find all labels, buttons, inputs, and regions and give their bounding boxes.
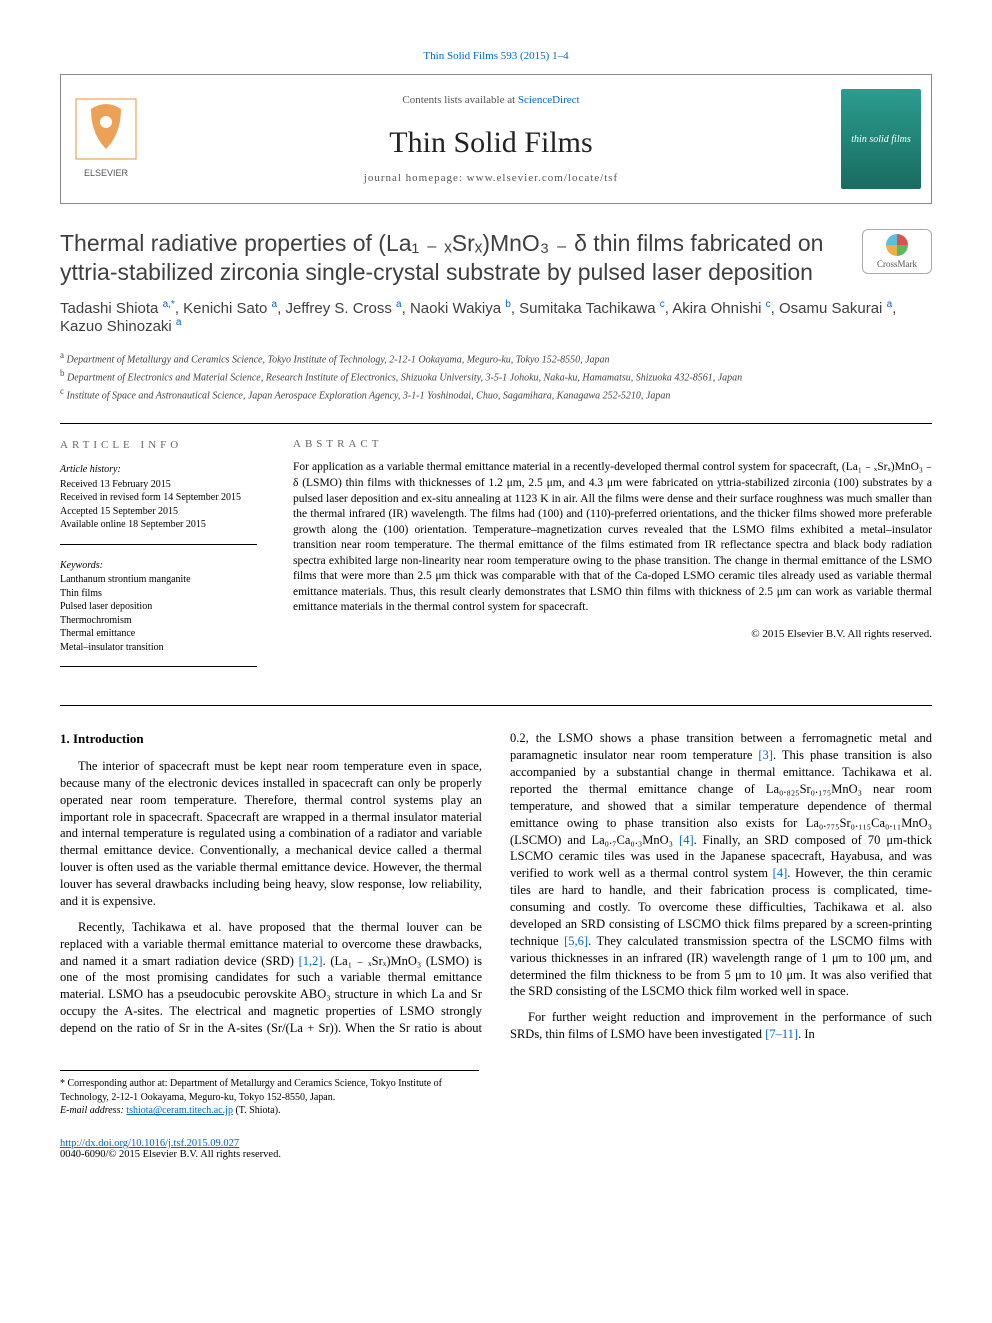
mid-divider [60,705,932,706]
doi-block: http://dx.doi.org/10.1016/j.tsf.2015.09.… [60,1138,932,1160]
article-history-block: Article history: Received 13 February 20… [60,463,257,545]
title-row: Thermal radiative properties of (La₁ ₋ ₓ… [60,229,932,287]
contents-line: Contents lists available at ScienceDirec… [151,94,831,106]
keyword: Lanthanum strontium manganite [60,573,257,587]
keywords-label: Keywords: [60,559,257,573]
article-info-column: ARTICLE INFO Article history: Received 1… [60,424,275,695]
journal-header: ELSEVIER Contents lists available at Sci… [60,74,932,204]
abstract-copyright: © 2015 Elsevier B.V. All rights reserved… [293,628,932,640]
email-suffix: (T. Shiota). [233,1105,281,1116]
info-abstract-row: ARTICLE INFO Article history: Received 1… [60,424,932,695]
history-line: Received 13 February 2015 [60,478,257,492]
page-container: Thin Solid Films 593 (2015) 1–4 ELSEVIER… [0,0,992,1200]
article-title: Thermal radiative properties of (La₁ ₋ ₓ… [60,229,862,287]
history-line: Accepted 15 September 2015 [60,505,257,519]
history-line: Available online 18 September 2015 [60,518,257,532]
crossmark-label: CrossMark [877,259,917,269]
ref-link[interactable]: [5,6] [564,934,588,948]
ref-link[interactable]: [4] [773,866,788,880]
star-icon: * [60,1078,68,1089]
body-text: For further weight reduction and improve… [510,1010,932,1041]
ref-link[interactable]: [7–11] [765,1027,798,1041]
journal-ref-link[interactable]: Thin Solid Films 593 (2015) 1–4 [423,50,568,62]
crossmark-icon [886,234,908,256]
history-line: Received in revised form 14 September 20… [60,491,257,505]
doi-link[interactable]: http://dx.doi.org/10.1016/j.tsf.2015.09.… [60,1138,239,1149]
corresponding-author-footer: * Corresponding author at: Department of… [60,1070,479,1118]
doi-copyright: 0040-6090/© 2015 Elsevier B.V. All right… [60,1149,932,1160]
keyword: Metal–insulator transition [60,641,257,655]
header-center: Contents lists available at ScienceDirec… [151,75,831,203]
body-text: . In [798,1027,815,1041]
affiliations: a Department of Metallurgy and Ceramics … [60,349,932,404]
corresponding-body: Corresponding author at: Department of M… [60,1078,442,1103]
sciencedirect-link[interactable]: ScienceDirect [518,94,580,106]
authors-list: Tadashi Shiota a,*, Kenichi Sato a, Jeff… [60,299,932,335]
corresponding-text: * Corresponding author at: Department of… [60,1077,479,1104]
article-info-heading: ARTICLE INFO [60,438,257,453]
abstract-text: For application as a variable thermal em… [293,460,932,615]
email-line: E-mail address: tshiota@ceram.titech.ac.… [60,1104,479,1118]
journal-cover-icon: thin solid films [841,89,921,189]
svg-text:ELSEVIER: ELSEVIER [84,168,129,178]
journal-cover-container: thin solid films [831,75,931,203]
ref-link[interactable]: [3] [758,748,773,762]
email-link[interactable]: tshiota@ceram.titech.ac.jp [126,1105,233,1116]
ref-link[interactable]: [4] [679,833,694,847]
crossmark-badge[interactable]: CrossMark [862,229,932,274]
journal-name: Thin Solid Films [151,126,831,160]
keywords-block: Keywords: Lanthanum strontium manganite … [60,559,257,668]
elsevier-logo-icon: ELSEVIER [71,94,141,184]
keyword: Thin films [60,587,257,601]
abstract-heading: ABSTRACT [293,438,932,450]
journal-reference: Thin Solid Films 593 (2015) 1–4 [60,50,932,62]
elsevier-logo-container: ELSEVIER [61,75,151,203]
contents-prefix: Contents lists available at [402,94,517,106]
abstract-column: ABSTRACT For application as a variable t… [275,424,932,695]
section-heading: 1. Introduction [60,730,482,748]
body-paragraph: For further weight reduction and improve… [510,1009,932,1043]
keyword: Thermal emittance [60,627,257,641]
journal-homepage: journal homepage: www.elsevier.com/locat… [151,172,831,184]
cover-text: thin solid films [851,134,910,145]
body-columns: 1. Introduction The interior of spacecra… [60,730,932,1044]
email-label: E-mail address: [60,1105,126,1116]
keyword: Pulsed laser deposition [60,600,257,614]
history-label: Article history: [60,463,257,477]
keyword: Thermochromism [60,614,257,628]
ref-link[interactable]: [1,2] [299,954,323,968]
body-paragraph: The interior of spacecraft must be kept … [60,758,482,910]
